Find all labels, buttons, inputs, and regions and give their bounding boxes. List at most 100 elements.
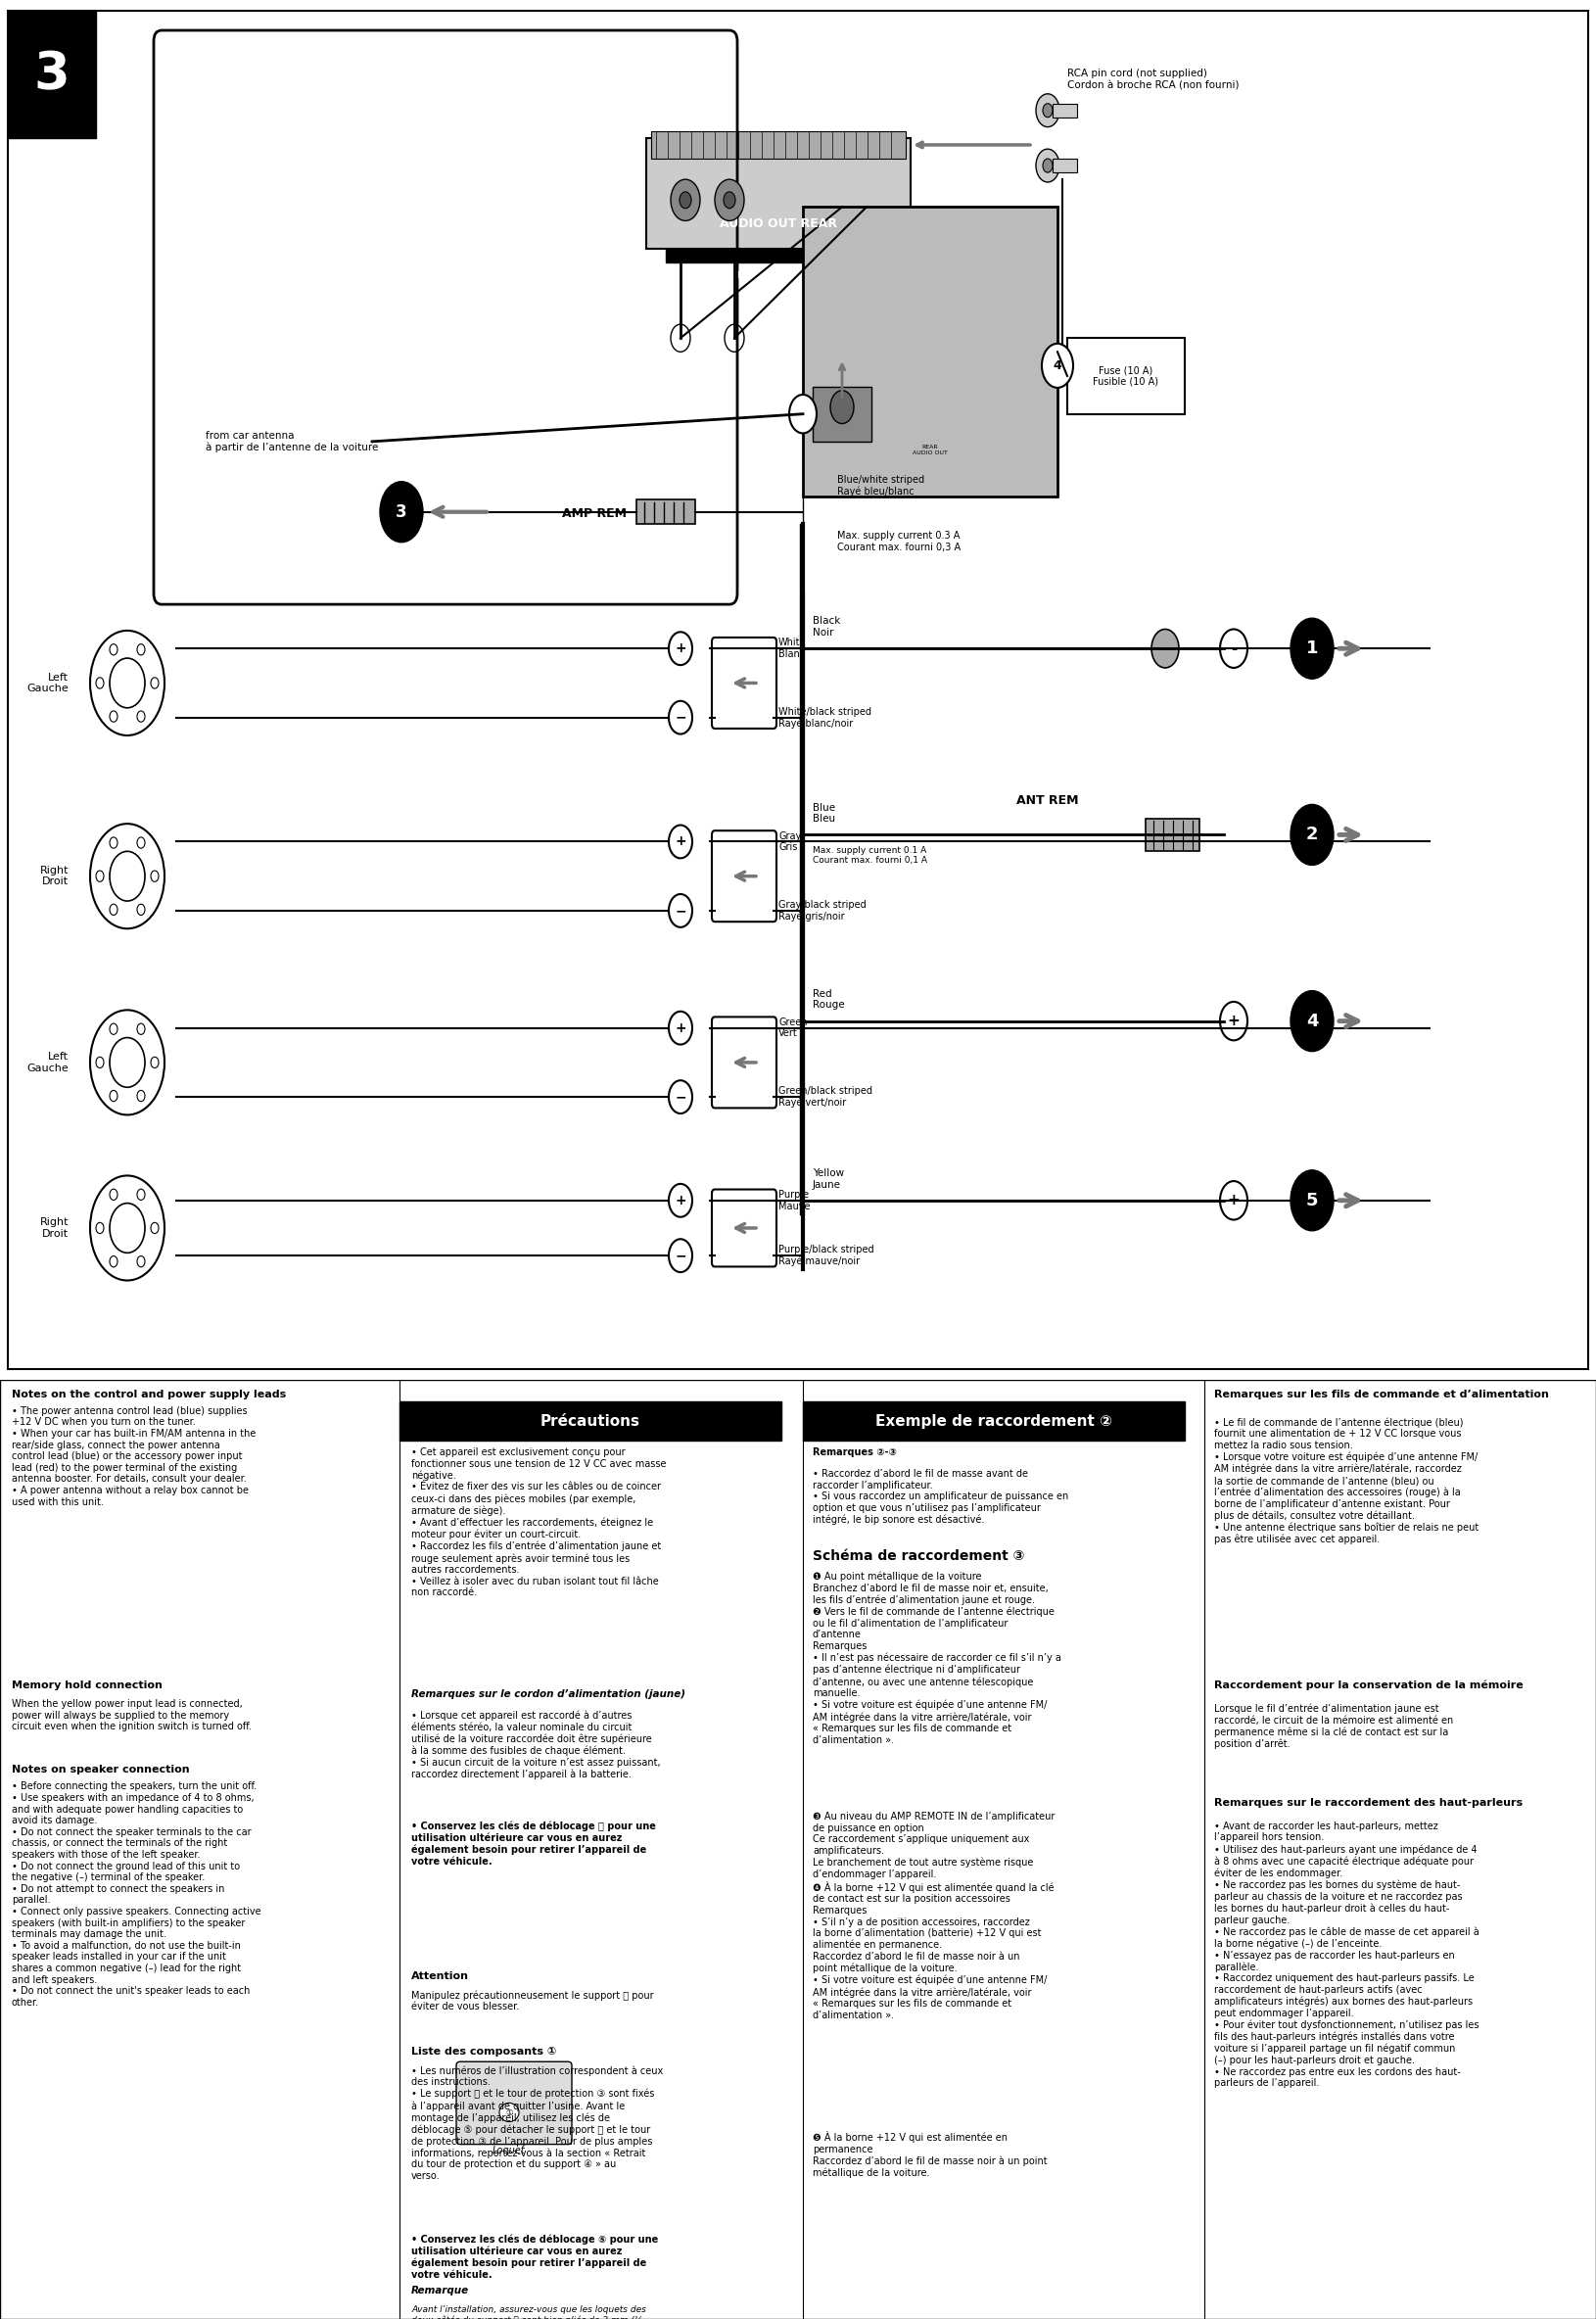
Text: Attention: Attention [412,1971,469,1980]
Circle shape [669,1011,693,1044]
Text: Remarques sur le raccordement des haut-parleurs: Remarques sur le raccordement des haut-p… [1215,1797,1523,1807]
Text: Liste des composants ①: Liste des composants ① [412,2048,557,2057]
Bar [8,12,96,137]
Circle shape [715,179,744,220]
Text: Gray/black striped
Rayé gris/noir: Gray/black striped Rayé gris/noir [779,900,867,921]
Text: White/black striped
Rayé blanc/noir: White/black striped Rayé blanc/noir [779,707,871,728]
Text: AUDIO OUT REAR: AUDIO OUT REAR [720,218,838,230]
FancyBboxPatch shape [712,1018,777,1108]
Text: Purple/black striped
Rayé mauve/noir: Purple/black striped Rayé mauve/noir [779,1245,875,1266]
Circle shape [725,325,744,352]
Text: Right
Droit: Right Droit [40,865,69,886]
Bar [1053,158,1077,172]
Circle shape [1151,628,1179,668]
Circle shape [669,1185,693,1217]
Text: Memory hold connection: Memory hold connection [11,1681,163,1691]
Text: Exemple de raccordement ②: Exemple de raccordement ② [875,1415,1112,1429]
Text: Right
Droit: Right Droit [40,1217,69,1238]
FancyBboxPatch shape [712,638,777,728]
Circle shape [670,179,701,220]
Text: Lorsque le fil d’entrée d’alimentation jaune est
raccordé, le circuit de la mémo: Lorsque le fil d’entrée d’alimentation j… [1215,1704,1454,1749]
Text: REAR
AUDIO OUT: REAR AUDIO OUT [913,445,948,455]
Text: +: + [675,1194,686,1208]
Text: R: R [736,271,742,281]
Text: 4: 4 [1306,1011,1318,1030]
Text: Schéma de raccordement ③: Schéma de raccordement ③ [812,1549,1025,1563]
Text: Loquet: Loquet [493,2145,525,2154]
Text: • Les numéros de l’illustration correspondent à ceux
des instructions.
• Le supp: • Les numéros de l’illustration correspo… [412,2066,662,2180]
Text: • Cet appareil est exclusivement conçu pour
fonctionner sous une tension de 12 V: • Cet appareil est exclusivement conçu p… [412,1447,666,1598]
Text: from car antenna
à partir de l’antenne de la voiture: from car antenna à partir de l’antenne d… [206,431,378,452]
Circle shape [669,633,693,666]
Text: 1: 1 [1306,640,1318,656]
Circle shape [669,700,693,735]
Bar [812,387,871,441]
Circle shape [788,394,817,434]
Bar [803,1401,1184,1440]
Text: Remarques ②-③: Remarques ②-③ [812,1447,897,1456]
Text: ANT REM: ANT REM [1017,795,1079,807]
Text: Gray
Gris: Gray Gris [779,830,801,853]
Text: White
Blanc: White Blanc [779,638,806,659]
Bar [803,206,1058,496]
Circle shape [669,1081,693,1113]
Bar [651,132,905,158]
Bar [637,499,696,524]
Text: • The power antenna control lead (blue) supplies
+12 V DC when you turn on the t: • The power antenna control lead (blue) … [11,1405,255,1507]
Text: 5: 5 [1306,1192,1318,1208]
Text: ❸ Au niveau du AMP REMOTE IN de l’amplificateur
de puissance en option
Ce raccor: ❸ Au niveau du AMP REMOTE IN de l’amplif… [812,1811,1055,2020]
Bar [1146,819,1200,851]
Text: 3: 3 [396,503,407,522]
Circle shape [1042,343,1073,387]
Text: Précautions: Précautions [541,1415,640,1429]
Circle shape [669,826,693,858]
Bar [646,137,911,248]
Circle shape [1291,990,1334,1051]
Text: −: − [675,1248,686,1262]
Text: −: − [675,1090,686,1104]
Text: 2: 2 [1306,826,1318,844]
Text: Left
Gauche: Left Gauche [27,1053,69,1074]
Circle shape [669,895,693,928]
Text: Remarques sur les fils de commande et d’alimentation: Remarques sur les fils de commande et d’… [1215,1389,1548,1398]
Circle shape [1219,628,1248,668]
Circle shape [1291,805,1334,865]
Circle shape [1036,93,1060,128]
Text: Purple
Mauve: Purple Mauve [779,1190,811,1211]
Text: • Le fil de commande de l’antenne électrique (bleu)
fournit une alimentation de : • Le fil de commande de l’antenne électr… [1215,1417,1479,1544]
Text: +: + [675,835,686,849]
Text: Yellow
Jaune: Yellow Jaune [812,1169,844,1190]
Text: Avant l’installation, assurez-vous que les loquets des
deux côtés du support ⓪ s: Avant l’installation, assurez-vous que l… [412,2305,646,2319]
Circle shape [1042,158,1053,172]
FancyBboxPatch shape [712,830,777,921]
Text: • Avant de raccorder les haut-parleurs, mettez
l’appareil hors tension.
• Utilis: • Avant de raccorder les haut-parleurs, … [1215,1820,1479,2087]
Circle shape [680,192,691,209]
Circle shape [1042,104,1053,118]
FancyBboxPatch shape [456,2062,571,2145]
Text: Max. supply current 0.3 A
Courant max. fourni 0,3 A: Max. supply current 0.3 A Courant max. f… [838,531,961,552]
Text: ❶ Au point métallique de la voiture
Branchez d’abord le fil de masse noir et, en: ❶ Au point métallique de la voiture Bran… [812,1572,1061,1744]
Circle shape [670,325,691,352]
Circle shape [1291,1171,1334,1231]
Text: 3: 3 [34,49,70,100]
Text: Raccordement pour la conservation de la mémoire: Raccordement pour la conservation de la … [1215,1681,1523,1691]
Text: 4: 4 [1053,359,1061,371]
Circle shape [380,482,423,543]
Text: L: L [683,271,688,281]
Text: • Conservez les clés de déblocage ⓪ pour une
utilisation ultérieure car vous en : • Conservez les clés de déblocage ⓪ pour… [412,1820,656,1867]
Circle shape [1036,148,1060,183]
Text: Blue
Bleu: Blue Bleu [812,802,835,823]
Circle shape [1291,619,1334,679]
Text: −: − [675,904,686,918]
Circle shape [500,2103,519,2122]
Text: AMP REM: AMP REM [562,508,627,519]
Text: -: - [1231,640,1237,656]
Text: +: + [675,642,686,656]
Circle shape [669,1238,693,1273]
Text: Notes on the control and power supply leads: Notes on the control and power supply le… [11,1389,286,1398]
Text: • Conservez les clés de déblocage ⑤ pour une
utilisation ultérieure car vous en : • Conservez les clés de déblocage ⑤ pour… [412,2236,658,2280]
Text: Green
Vert: Green Vert [779,1018,808,1039]
Text: Fuse (10 A)
Fusible (10 A): Fuse (10 A) Fusible (10 A) [1093,366,1159,387]
Text: ①: ① [506,2108,512,2117]
Text: • Before connecting the speakers, turn the unit off.
• Use speakers with an impe: • Before connecting the speakers, turn t… [11,1781,262,2008]
